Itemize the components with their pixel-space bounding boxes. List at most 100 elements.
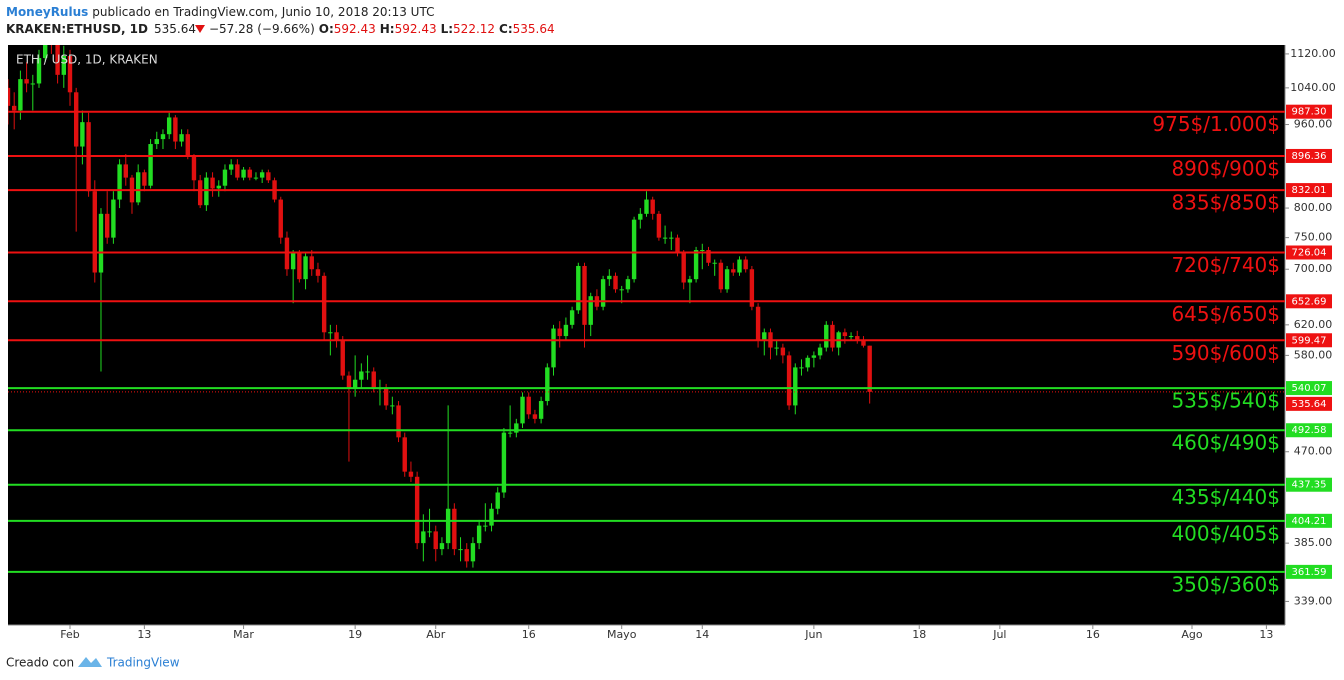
candle-body	[73, 92, 79, 147]
y-tick-label: 1120.00	[1290, 47, 1336, 60]
price-tag-label: 599.47	[1292, 335, 1327, 346]
candle-body	[197, 180, 203, 206]
candle-body	[135, 172, 141, 203]
candle-body	[359, 371, 364, 380]
candle-body	[495, 492, 500, 509]
candle-body	[104, 213, 110, 238]
candle-body	[687, 279, 693, 283]
candle-body	[706, 250, 711, 263]
candle-body	[247, 169, 252, 178]
candle-body	[228, 164, 234, 170]
candle-body	[625, 279, 631, 290]
chart-title: ETH / USD, 1D, KRAKEN	[16, 53, 158, 67]
candle-body	[780, 347, 786, 356]
down-arrow	[194, 25, 205, 33]
x-tick-label: Feb	[60, 628, 79, 641]
x-tick-label: Mayo	[607, 628, 637, 641]
candle-body	[390, 405, 395, 407]
candle-body	[61, 55, 66, 75]
candle-body	[185, 134, 190, 157]
x-tick-label: 13	[1259, 628, 1273, 641]
last-price-tag	[1286, 396, 1332, 411]
candle-body	[241, 169, 246, 178]
candle-body	[483, 525, 488, 527]
candle-body	[501, 432, 507, 493]
candle-body	[458, 549, 463, 551]
candle-body	[154, 139, 159, 145]
price-tag-label: 361.59	[1292, 567, 1327, 578]
candle-body	[793, 367, 798, 406]
candle-body	[638, 213, 643, 220]
candle-body	[433, 531, 438, 550]
candle-body	[290, 253, 296, 270]
candle-body	[557, 328, 562, 337]
candle-body	[631, 219, 637, 280]
candle-body	[576, 265, 581, 311]
candle-body	[365, 371, 370, 373]
candle-body	[414, 476, 420, 544]
price-tag	[1286, 148, 1332, 163]
candle-body	[334, 332, 339, 340]
candle-body	[179, 134, 184, 142]
change: −57.28 (−9.66%)	[209, 22, 315, 36]
candle-body	[545, 367, 550, 402]
candle-body	[173, 117, 178, 142]
candle-body	[439, 543, 445, 550]
candle-body	[805, 357, 810, 368]
zone-label: 975$/1.000$	[1152, 112, 1280, 136]
candle-body	[321, 275, 327, 333]
candle-body	[191, 156, 197, 181]
candle-body	[582, 265, 587, 325]
candle-body	[421, 531, 426, 544]
candle-body	[204, 177, 209, 206]
price-tag-label: 492.58	[1292, 425, 1327, 436]
ohlc-key: L:	[441, 22, 453, 36]
candle-body	[520, 396, 525, 424]
candle-body	[755, 306, 761, 340]
candle-body	[445, 508, 451, 544]
zone-label: 435$/440$	[1171, 485, 1280, 509]
candle-body	[563, 324, 569, 337]
zone-label: 890$/900$	[1171, 156, 1280, 180]
candle-body	[216, 185, 221, 189]
price-tag-label: 987.30	[1292, 107, 1327, 118]
zone-label: 720$/740$	[1171, 253, 1280, 277]
candle-body	[80, 122, 85, 147]
candle-body	[526, 396, 531, 415]
candle-body	[402, 437, 407, 472]
candle-body	[235, 164, 240, 178]
x-tick-label: Abr	[426, 628, 446, 641]
price-tag	[1286, 183, 1332, 198]
zone-label: 645$/650$	[1171, 302, 1280, 326]
candle-body	[36, 58, 42, 84]
candle-body	[383, 388, 389, 406]
legend-change: −57.28 (−9.66%) O:592.43 H:592.43 L:522.12 C…	[209, 22, 555, 36]
candle-body	[538, 401, 544, 419]
candle-body	[774, 347, 779, 349]
candle-body	[644, 199, 649, 214]
y-tick-label: 385.00	[1294, 536, 1333, 549]
ohlc-key: H:	[380, 22, 395, 36]
y-tick-label: 750.00	[1294, 231, 1333, 244]
candle-body	[830, 324, 835, 348]
plot	[8, 45, 1285, 573]
zone-label: 350$/360$	[1171, 572, 1280, 596]
candle-body	[588, 296, 593, 325]
ohlc-value: 522.12	[453, 22, 495, 36]
candle-body	[749, 269, 755, 307]
candle-body	[303, 256, 308, 280]
footer-brand[interactable]: TradingView	[106, 656, 180, 670]
candle-body	[669, 237, 674, 239]
candle-body	[476, 525, 482, 544]
candle-body	[30, 83, 35, 85]
candle-body	[210, 177, 215, 189]
candle-body	[693, 250, 699, 280]
candle-body	[408, 471, 414, 477]
published: publicado en TradingView.com, Junio 10, …	[92, 5, 434, 19]
candle-body	[160, 134, 166, 140]
ohlc-key: O:	[319, 22, 334, 36]
candle-body	[811, 355, 817, 358]
candle-body	[297, 253, 302, 280]
author[interactable]: MoneyRulus	[6, 5, 88, 19]
